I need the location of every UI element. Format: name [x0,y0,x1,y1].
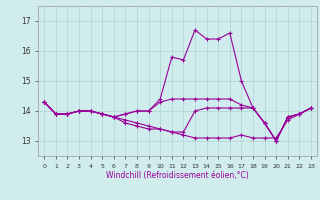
X-axis label: Windchill (Refroidissement éolien,°C): Windchill (Refroidissement éolien,°C) [106,171,249,180]
